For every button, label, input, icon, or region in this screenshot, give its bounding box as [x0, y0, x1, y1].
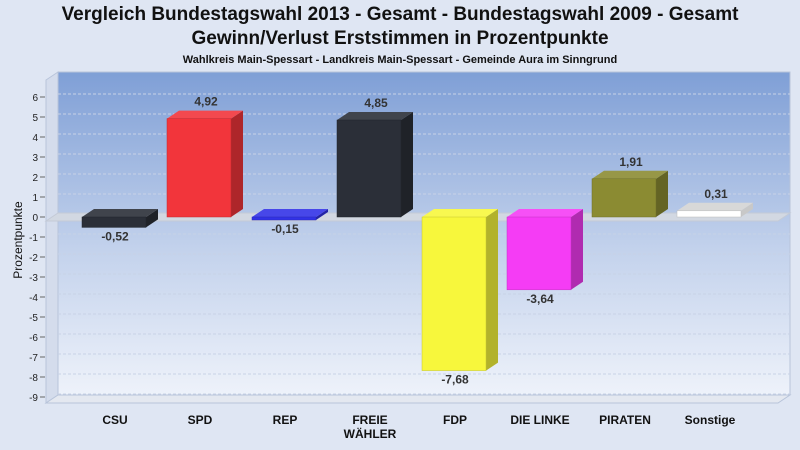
bar-value-label: 4,85	[364, 96, 388, 110]
y-tick-label: 3	[32, 153, 38, 164]
y-tick-label: -9	[29, 393, 38, 404]
bar-top	[82, 209, 158, 217]
y-tick-label: -5	[29, 313, 38, 324]
bar-side	[741, 202, 753, 217]
bar-side	[231, 110, 243, 217]
bar-top	[677, 202, 753, 211]
bar-side	[571, 209, 583, 290]
chart-region-caption: Wahlkreis Main-Spessart - Landkreis Main…	[182, 54, 618, 66]
bar-fdp: -7,68	[421, 209, 498, 387]
bar-top	[167, 110, 243, 119]
bars: -0,52 4,92 -0,15 4,85 -7,68 -3,64 1,91 0,31	[81, 95, 753, 387]
x-category-label: FDP	[443, 413, 467, 427]
bar-value-label: -0,15	[271, 222, 299, 236]
bar-value-label: 0,31	[704, 187, 728, 201]
y-tick-label: -3	[29, 273, 38, 284]
bar-spd: 4,92	[166, 95, 243, 218]
x-category-label: REP	[273, 413, 298, 427]
y-tick-label: -4	[29, 293, 38, 304]
chart-subtitle: Gewinn/Verlust Erststimmen in Prozentpun…	[191, 28, 609, 49]
bar-front	[506, 216, 572, 291]
y-tick-label: -8	[29, 373, 38, 384]
bar-front	[676, 210, 742, 218]
x-category-label: WÄHLER	[344, 426, 397, 441]
y-tick-label: -6	[29, 333, 38, 344]
y-tick-label: 6	[32, 93, 38, 104]
bar-sonstige: 0,31	[676, 187, 753, 218]
bar-value-label: 4,92	[194, 95, 218, 109]
y-tick-label: 4	[32, 133, 38, 144]
bar-csu: -0,52	[81, 209, 158, 243]
bar-top	[592, 170, 668, 179]
bar-side	[146, 209, 158, 228]
bar-freie-wähler: 4,85	[336, 96, 413, 218]
x-category-label: FREIE	[352, 413, 387, 427]
bar-side	[486, 209, 498, 371]
bar-front	[336, 119, 402, 218]
plot-background	[44, 71, 792, 404]
bar-value-label: -3,64	[526, 292, 554, 306]
bar-value-label: -7,68	[441, 373, 469, 387]
y-tick-label: 1	[32, 193, 38, 204]
bar-front	[591, 178, 657, 218]
x-category-label: Sonstige	[685, 413, 736, 427]
bar-side	[316, 209, 328, 220]
bar-rep: -0,15	[251, 209, 328, 236]
x-category-label: CSU	[102, 413, 127, 427]
bar-top	[252, 209, 328, 217]
bar-top	[422, 209, 498, 217]
plot-floor	[44, 394, 792, 404]
bar-top	[337, 112, 413, 120]
y-tick-label: -7	[29, 353, 38, 364]
plot-side-wall	[45, 71, 59, 404]
bar-front	[81, 216, 147, 228]
bar-top	[507, 209, 583, 217]
y-tick-label: -1	[29, 233, 38, 244]
bar-value-label: 1,91	[619, 155, 643, 169]
bar-front	[251, 216, 317, 221]
bar-front	[166, 118, 232, 218]
bar-front	[421, 216, 487, 371]
y-tick-label: 2	[32, 173, 38, 184]
bar-value-label: -0,52	[101, 229, 129, 243]
x-category-label: DIE LINKE	[510, 413, 569, 427]
bar-die-linke: -3,64	[506, 209, 583, 306]
chart-title: Vergleich Bundestagswahl 2013 - Gesamt -…	[61, 4, 739, 25]
bar-piraten: 1,91	[591, 155, 668, 218]
y-tick-label: -2	[29, 253, 38, 264]
y-tick-label: 5	[32, 113, 38, 124]
y-axis-ticks: 6 5 4 3 2 1 0 -1 -2 -3 -4 -5 -6 -7 -8 -9	[29, 93, 45, 404]
x-category-label: PIRATEN	[599, 413, 651, 427]
bar-side	[401, 112, 413, 217]
y-tick-label: 0	[32, 213, 38, 224]
x-category-label: SPD	[188, 413, 213, 427]
bar-side	[656, 170, 668, 217]
